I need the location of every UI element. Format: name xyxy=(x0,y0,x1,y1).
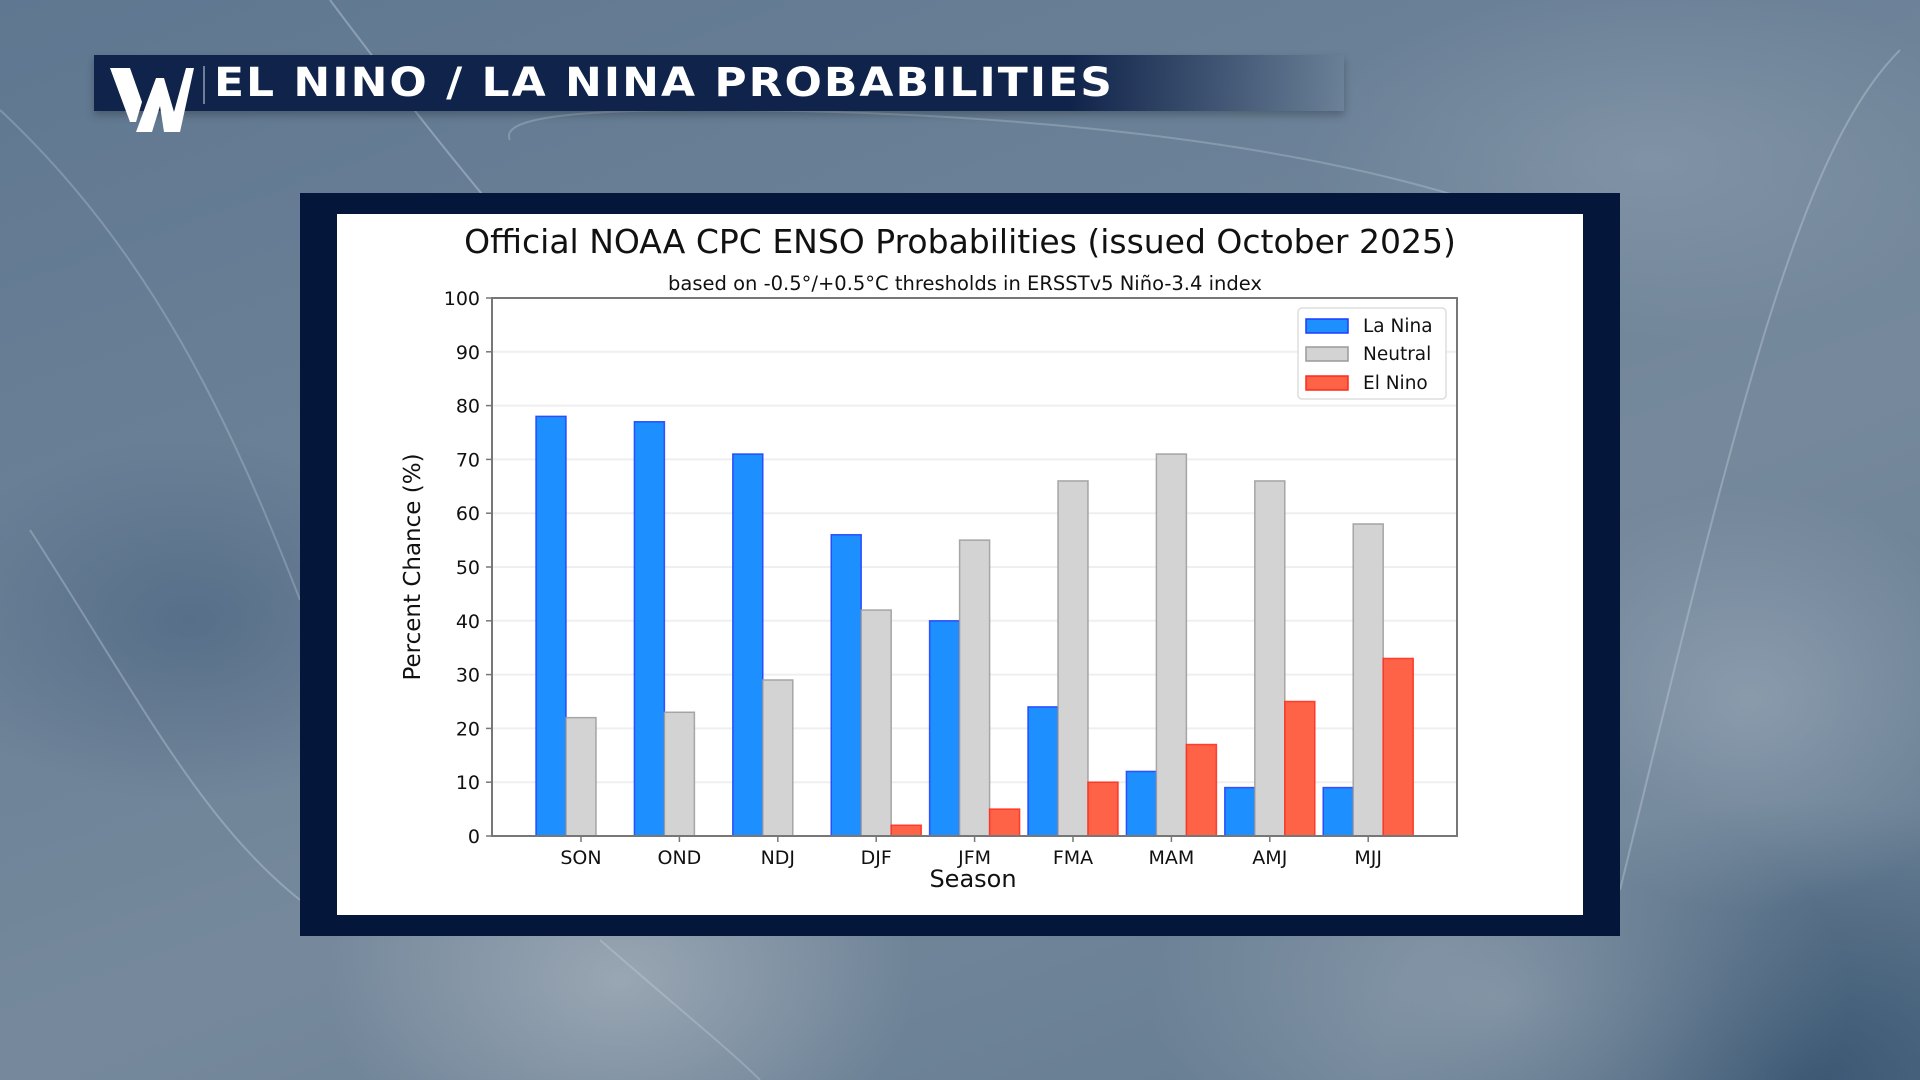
bar-la-nina-son xyxy=(535,415,567,837)
bar-neutral-fma xyxy=(1057,480,1089,837)
bar-la-nina-jfm xyxy=(928,620,961,837)
x-tick-label: OND xyxy=(657,847,701,869)
x-axis-label: Season xyxy=(929,865,1016,893)
x-tick-label: MJJ xyxy=(1354,847,1382,869)
x-tick-label: JFM xyxy=(957,847,991,869)
bar-neutral-son xyxy=(565,716,597,837)
bar-neutral-mam xyxy=(1155,453,1188,837)
x-tick-label: NDJ xyxy=(761,847,795,869)
x-tick-label: SON xyxy=(560,847,601,869)
banner-title: EL NINO / LA NINA PROBABILITIES xyxy=(214,59,1114,106)
chart-paper: Official NOAA CPC ENSO Probabilities (is… xyxy=(337,214,1583,915)
bar-el-nino-mam xyxy=(1185,743,1218,837)
bars xyxy=(535,415,1414,837)
w-logo-icon: W xyxy=(110,68,194,132)
bar-el-nino-fma xyxy=(1087,781,1119,837)
x-tick-label: FMA xyxy=(1053,847,1093,869)
y-tick-label: 30 xyxy=(456,665,480,687)
chart-title: Official NOAA CPC ENSO Probabilities (is… xyxy=(464,222,1456,261)
bar-el-nino-jfm xyxy=(988,808,1021,837)
x-tick-label: AMJ xyxy=(1252,847,1287,869)
y-tick-label: 70 xyxy=(456,449,480,471)
y-tick-label: 90 xyxy=(456,342,480,364)
bar-la-nina-fma xyxy=(1027,706,1059,837)
legend-label-neutral: Neutral xyxy=(1363,344,1431,365)
bar-neutral-ndj xyxy=(762,679,794,837)
bar-el-nino-mjj xyxy=(1382,657,1414,837)
legend: La Nina Neutral El Nino xyxy=(1297,307,1447,400)
x-tick-label: DJF xyxy=(861,847,892,869)
y-tick-label: 100 xyxy=(444,288,480,310)
y-tick-label: 20 xyxy=(456,718,480,740)
bar-la-nina-ndj xyxy=(732,453,764,837)
bar-la-nina-djf xyxy=(830,533,862,837)
y-axis-label: Percent Chance (%) xyxy=(400,453,426,680)
y-tick-label: 60 xyxy=(456,503,480,525)
chart-subtitle: based on -0.5°/+0.5°C thresholds in ERSS… xyxy=(668,272,1262,295)
banner-divider xyxy=(203,66,205,104)
legend-swatch-el-nino xyxy=(1305,375,1349,391)
bar-el-nino-djf xyxy=(890,824,922,837)
y-tick-label: 80 xyxy=(456,396,480,418)
bar-la-nina-mjj xyxy=(1322,786,1354,837)
title-banner xyxy=(94,55,1344,111)
bar-neutral-djf xyxy=(860,609,892,837)
y-tick-label: 10 xyxy=(456,772,480,794)
y-tick-label: 0 xyxy=(468,826,480,848)
enso-probability-chart: Official NOAA CPC ENSO Probabilities (is… xyxy=(400,222,1458,893)
bar-neutral-jfm xyxy=(958,539,991,837)
y-axis-ticks: 0 10 20 30 40 50 60 70 80 90 100 xyxy=(444,288,492,848)
bar-el-nino-amj xyxy=(1284,700,1316,837)
bar-la-nina-ond xyxy=(633,420,666,837)
y-tick-label: 40 xyxy=(456,611,480,633)
legend-swatch-neutral xyxy=(1305,346,1349,362)
legend-label-la-nina: La Nina xyxy=(1363,316,1433,337)
bar-la-nina-mam xyxy=(1125,770,1158,837)
bar-neutral-mjj xyxy=(1352,523,1384,837)
legend-label-el-nino: El Nino xyxy=(1363,373,1428,394)
x-tick-label: MAM xyxy=(1149,847,1195,869)
bar-neutral-ond xyxy=(663,711,696,837)
x-axis-ticks: SON OND NDJ DJF JFM FMA MAM AMJ MJJ xyxy=(560,836,1382,869)
bar-neutral-amj xyxy=(1254,480,1286,837)
legend-swatch-la-nina xyxy=(1305,318,1349,334)
bar-la-nina-amj xyxy=(1224,786,1256,837)
y-tick-label: 50 xyxy=(456,557,480,579)
